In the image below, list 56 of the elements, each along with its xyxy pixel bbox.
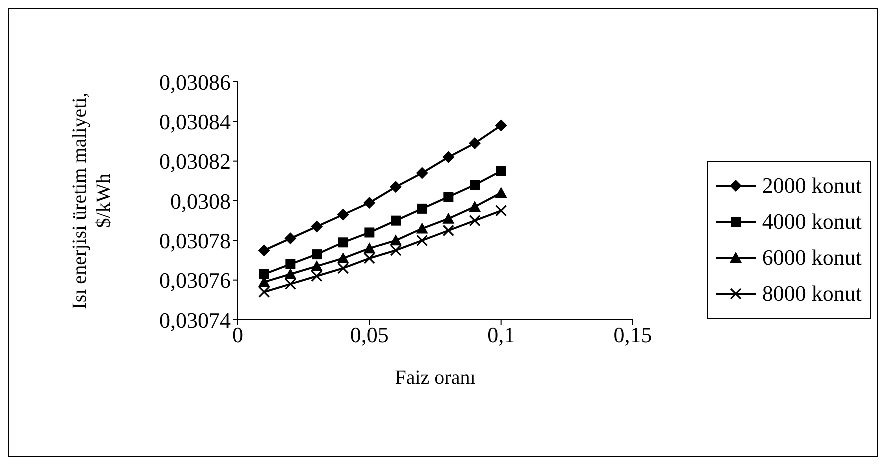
point [496, 205, 508, 217]
y-tick-label: 0,03086 [160, 70, 231, 95]
point [391, 216, 401, 226]
point [444, 192, 454, 202]
x-tick-label: 0 [232, 322, 244, 348]
point [470, 180, 480, 190]
point [390, 181, 402, 194]
x-tick-label: 0,1 [488, 322, 516, 348]
y-tick-label: 0,03084 [160, 109, 231, 134]
point [495, 187, 508, 198]
point [259, 269, 270, 280]
x-tick-label: 0,05 [350, 322, 389, 348]
point [284, 268, 297, 280]
point [364, 242, 376, 254]
point [442, 212, 455, 224]
point [258, 286, 270, 298]
point [311, 270, 323, 282]
point [364, 196, 376, 209]
point [258, 244, 270, 257]
point [364, 252, 376, 264]
point [312, 250, 322, 260]
point [416, 167, 428, 180]
point [495, 120, 508, 132]
point [284, 278, 296, 290]
legend-label: 2000 konut [762, 173, 862, 199]
point [469, 215, 481, 227]
x-tick-label: 0,15 [614, 322, 652, 348]
point [311, 260, 323, 272]
y-tick-label: 0,03078 [160, 228, 231, 254]
point [442, 151, 455, 164]
y-tick-label: 0,03076 [160, 268, 231, 294]
point [390, 234, 402, 246]
point [337, 208, 350, 221]
point [364, 228, 375, 238]
point [311, 220, 323, 233]
point [469, 200, 481, 212]
point [469, 137, 481, 150]
legend-label: 4000 konut [762, 209, 862, 235]
point [338, 238, 348, 248]
point [496, 166, 506, 176]
y-tick-label: 0,03074 [160, 308, 231, 333]
y-tick-label: 0,0308 [170, 188, 231, 214]
legend-label: 6000 konut [762, 245, 862, 271]
point [390, 244, 402, 256]
legend-label: 8000 konut [762, 281, 862, 307]
point [284, 232, 297, 245]
point [338, 262, 350, 274]
point [442, 224, 454, 237]
y-axis-title: Isı enerjisi üretim maliyeti, $/kWh [69, 92, 115, 310]
point [416, 234, 428, 246]
point [417, 204, 428, 214]
point [286, 259, 296, 270]
point [416, 222, 428, 234]
x-axis-title: Faiz oranı [395, 367, 476, 390]
point [337, 252, 350, 264]
y-tick-label: 0,03082 [160, 149, 231, 174]
